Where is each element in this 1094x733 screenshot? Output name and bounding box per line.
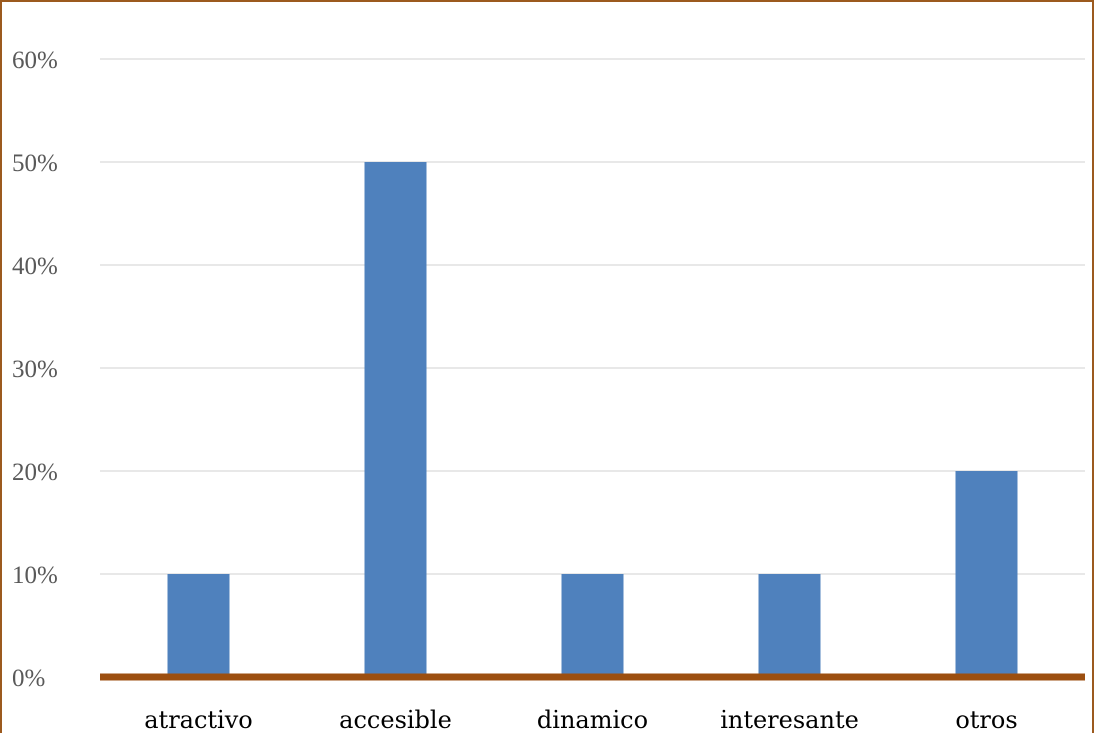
x-category-label: otros bbox=[955, 706, 1017, 733]
x-category-label: dinamico bbox=[537, 706, 648, 733]
bar-interesante bbox=[758, 574, 821, 677]
y-axis-tick-labels: 0% 10% 20% 30% 40% 50% 60% bbox=[12, 47, 58, 692]
y-tick-label: 20% bbox=[12, 459, 58, 486]
gridlines bbox=[100, 58, 1085, 575]
bars bbox=[167, 162, 1018, 677]
x-category-label: interesante bbox=[720, 706, 859, 733]
y-tick-label: 60% bbox=[12, 47, 58, 74]
bar-dinamico bbox=[561, 574, 624, 677]
y-tick-label: 50% bbox=[12, 150, 58, 177]
y-tick-label: 10% bbox=[12, 562, 58, 589]
y-tick-label: 30% bbox=[12, 356, 58, 383]
y-tick-label: 40% bbox=[12, 253, 58, 280]
bar-otros bbox=[955, 471, 1018, 677]
bar-accesible bbox=[364, 162, 427, 677]
x-category-label: accesible bbox=[339, 706, 452, 733]
bar-atractivo bbox=[167, 574, 230, 677]
x-category-label: atractivo bbox=[144, 706, 253, 733]
y-tick-label: 0% bbox=[12, 665, 45, 692]
x-axis-category-labels: atractivo accesible dinamico interesante otr… bbox=[144, 706, 1017, 733]
